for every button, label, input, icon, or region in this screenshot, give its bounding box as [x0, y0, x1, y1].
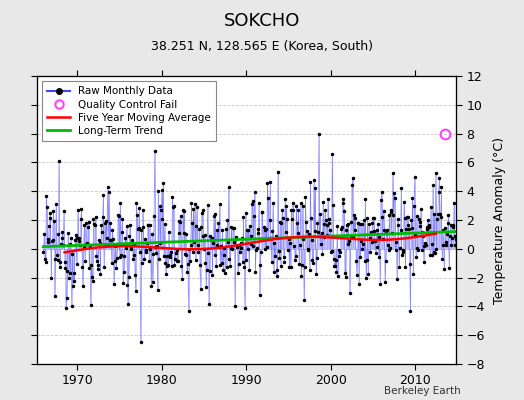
Text: SOKCHO: SOKCHO [224, 12, 300, 30]
Y-axis label: Temperature Anomaly (°C): Temperature Anomaly (°C) [493, 136, 506, 304]
Text: 38.251 N, 128.565 E (Korea, South): 38.251 N, 128.565 E (Korea, South) [151, 40, 373, 53]
Legend: Raw Monthly Data, Quality Control Fail, Five Year Moving Average, Long-Term Tren: Raw Monthly Data, Quality Control Fail, … [42, 81, 216, 141]
Text: Berkeley Earth: Berkeley Earth [385, 386, 461, 396]
